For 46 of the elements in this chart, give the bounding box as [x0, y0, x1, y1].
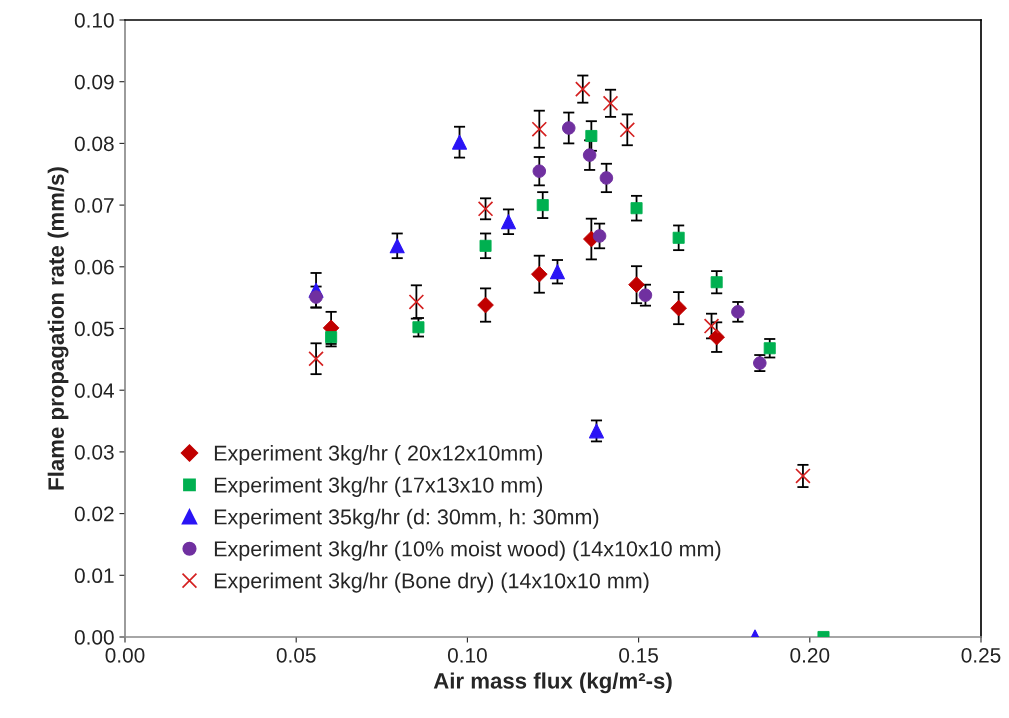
- y-tick-label: 0.10: [74, 13, 114, 28]
- y-tick-label: 0.01: [74, 568, 114, 584]
- y-tick-label: 0.06: [74, 259, 114, 275]
- y-tick-label: 0.00: [74, 630, 114, 645]
- point: [575, 81, 591, 97]
- legend-label: Experiment 35kg/hr (d: 30mm, h: 30mm): [214, 508, 599, 529]
- y-tick-label: 0.07: [74, 198, 114, 213]
- legend-label: Experiment 3kg/hr (17x13x10 mm): [214, 476, 543, 497]
- point: [452, 134, 468, 150]
- y-tick-label: 0.03: [74, 444, 114, 460]
- point: [389, 238, 405, 254]
- y-axis-title: Flame propagation rate (mm/s): [47, 167, 69, 490]
- point: [638, 288, 653, 302]
- y-tick-label: 0.04: [74, 383, 114, 398]
- point: [619, 122, 636, 138]
- point: [703, 318, 720, 334]
- legend-label: Experiment 3kg/hr ( 20x12x10mm): [214, 444, 543, 466]
- y-tick-label: 0.05: [74, 321, 114, 337]
- x-tick-label: 0.10: [447, 647, 487, 663]
- x-tick-label: 0.05: [276, 647, 316, 663]
- point: [500, 214, 516, 230]
- point: [592, 229, 607, 243]
- point: [477, 201, 494, 217]
- point: [531, 121, 548, 137]
- y-tick-label: 0.02: [74, 506, 114, 522]
- legend-label: Experiment 3kg/hr (10% moist wood) (14x10x10 mm): [214, 540, 721, 561]
- point: [309, 290, 323, 304]
- point: [582, 148, 597, 162]
- point: [308, 350, 324, 367]
- y-tick-label: 0.08: [74, 136, 114, 152]
- x-tick-label: 0.20: [790, 647, 830, 663]
- point: [599, 171, 614, 185]
- point: [795, 468, 811, 484]
- point: [562, 121, 576, 135]
- x-tick-label: 0.25: [961, 647, 1001, 663]
- point: [602, 95, 619, 112]
- legend-label: Experiment 3kg/hr (Bone dry) (14x10x10 mm): [214, 572, 649, 593]
- point: [588, 423, 604, 439]
- point: [549, 264, 565, 280]
- y-tick-label: 0.09: [74, 74, 114, 90]
- point: [532, 164, 547, 178]
- x-tick-label: 0.15: [619, 647, 658, 663]
- point: [408, 294, 425, 310]
- x-axis-title: Air mass flux (kg/m²-s): [433, 672, 672, 694]
- point: [731, 305, 745, 319]
- x-tick-label: 0.00: [105, 647, 145, 663]
